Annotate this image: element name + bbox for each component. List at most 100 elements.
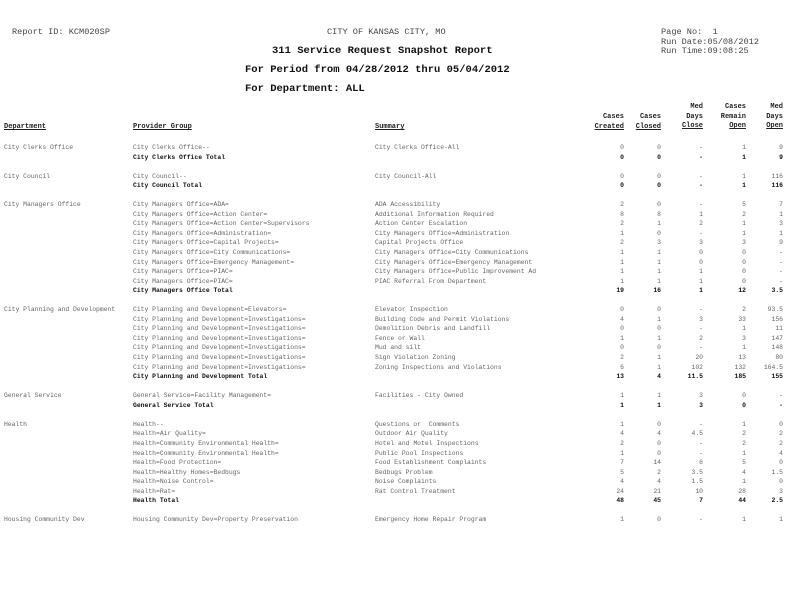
cases-remain-open: 2: [742, 439, 746, 447]
department-name: General Service: [4, 392, 62, 400]
cases-closed: 1: [657, 258, 661, 266]
med-days-open: 93.5: [767, 306, 783, 314]
report-title: 311 Service Request Snapshot Report: [272, 45, 493, 57]
med-days-close: 3.5: [691, 468, 703, 476]
total-cases-closed: 0: [657, 153, 661, 161]
provider-group: Health--: [133, 420, 164, 428]
summary: Food Establishment Complaints: [375, 459, 487, 467]
department-name: City Council: [4, 172, 51, 180]
provider-group: General Service=Facility Management=: [133, 392, 272, 400]
cases-remain-open: 0: [742, 249, 746, 257]
summary: PIAC Referral From Department: [375, 277, 487, 285]
cases-created: 7: [620, 459, 624, 467]
col-med-days-close: Med Days Close: [681, 103, 703, 130]
med-days-open: 3: [779, 487, 783, 495]
provider-group: Health=Rat=: [133, 487, 176, 495]
cases-remain-open: 1: [742, 144, 746, 151]
cases-created: 0: [620, 172, 624, 180]
summary: Additional Information Required: [375, 210, 494, 218]
provider-group: Health=Community Environmental Health=: [133, 449, 279, 457]
cases-created: 2: [620, 220, 624, 228]
cases-closed: 1: [657, 249, 661, 257]
cases-closed: 0: [657, 344, 661, 352]
med-days-close: 2: [699, 334, 703, 342]
table-row: Housing Community Dev Housing Community D…: [0, 515, 792, 525]
cases-closed: 1: [657, 277, 661, 285]
cases-remain-open: 2: [742, 210, 746, 218]
summary: Action Center Escalation: [375, 220, 468, 228]
cases-closed: 0: [657, 201, 661, 209]
cases-created: 0: [620, 306, 624, 314]
med-days-close: 3: [699, 315, 703, 323]
provider-group: Housing Community Dev=Property Preservat…: [133, 516, 298, 524]
summary: Building Code and Permit Violations: [375, 315, 510, 323]
total-cases-created: 19: [616, 287, 624, 295]
summary: Sign Violation Zoning: [375, 354, 456, 362]
cases-closed: 0: [657, 229, 661, 237]
total-cases-closed: 4: [657, 373, 661, 381]
cases-created: 8: [620, 210, 624, 218]
cases-created: 1: [620, 334, 624, 342]
total-med-days-open: -: [779, 401, 783, 409]
cases-created: 1: [620, 268, 624, 276]
cases-remain-open: 1: [742, 344, 746, 352]
provider-group: City Planning and Development=Investigat…: [133, 354, 306, 362]
table-row: City Managers Office=PIAC= City Managers …: [0, 267, 792, 277]
med-days-close: 0: [699, 258, 703, 266]
table-row: City Planning and Development=Investigat…: [0, 324, 792, 334]
cases-created: 2: [620, 354, 624, 362]
summary: Rat Control Treatment: [375, 487, 456, 495]
table-row: City Council City Council-- City Council-A…: [0, 172, 792, 182]
cases-remain-open: 1: [742, 420, 746, 428]
cases-created: 1: [620, 392, 624, 400]
table-row: Health=Air Quality= Outdoor Air Quality 4 4…: [0, 429, 792, 439]
cases-remain-open: 0: [742, 277, 746, 285]
table-row: Health Health-- Questions or Comments 1 0 - 1 0: [0, 420, 792, 430]
med-days-open: 2: [779, 439, 783, 447]
total-med-days-open: 116: [771, 182, 783, 190]
med-days-open: 9: [779, 239, 783, 247]
provider-group: City Council--: [133, 172, 187, 180]
cases-closed: 1: [657, 363, 661, 371]
med-days-close: 102: [691, 363, 703, 371]
department-name: Health: [4, 420, 28, 428]
cases-remain-open: 1: [742, 229, 746, 237]
group-spacer: [0, 296, 792, 306]
med-days-close: -: [699, 229, 703, 237]
cases-created: 2: [620, 439, 624, 447]
cases-created: 24: [616, 487, 624, 495]
cases-closed: 0: [657, 439, 661, 447]
table-row: City Planning and Development=Investigat…: [0, 334, 792, 344]
table-row: City Managers Office=City Communications…: [0, 248, 792, 258]
cases-closed: 1: [657, 334, 661, 342]
cases-closed: 1: [657, 392, 661, 400]
cases-created: 1: [620, 229, 624, 237]
cases-remain-open: 3: [742, 239, 746, 247]
cases-created: 0: [620, 144, 624, 151]
total-cases-closed: 45: [653, 497, 661, 505]
med-days-close: 3: [699, 392, 703, 400]
provider-group: City Planning and Development=Investigat…: [133, 334, 306, 342]
cases-remain-open: 0: [742, 258, 746, 266]
total-label: City Managers Office Total: [133, 287, 233, 295]
cases-created: 4: [620, 478, 624, 486]
total-cases-remain-open: 44: [738, 497, 746, 505]
med-days-open: 3: [779, 220, 783, 228]
col-summary: Summary: [375, 123, 405, 131]
med-days-close: 3: [699, 239, 703, 247]
cases-remain-open: 1: [742, 325, 746, 333]
cases-created: 5: [620, 468, 624, 476]
col-med-days-open: Med Days Open: [766, 103, 783, 130]
provider-group: City Managers Office=City Communications…: [133, 249, 291, 257]
table-row: City Managers Office=Capital Projects= Ca…: [0, 238, 792, 248]
total-med-days-close: -: [699, 182, 703, 190]
cases-remain-open: 5: [742, 459, 746, 467]
total-cases-created: 0: [620, 182, 624, 190]
total-med-days-open: 155: [771, 373, 783, 381]
table-row: City Planning and Development City Planni…: [0, 305, 792, 315]
total-cases-remain-open: 0: [742, 401, 746, 409]
cases-closed: 4: [657, 430, 661, 438]
cases-closed: 1: [657, 354, 661, 362]
summary: Zoning Inspections and Violations: [375, 363, 502, 371]
